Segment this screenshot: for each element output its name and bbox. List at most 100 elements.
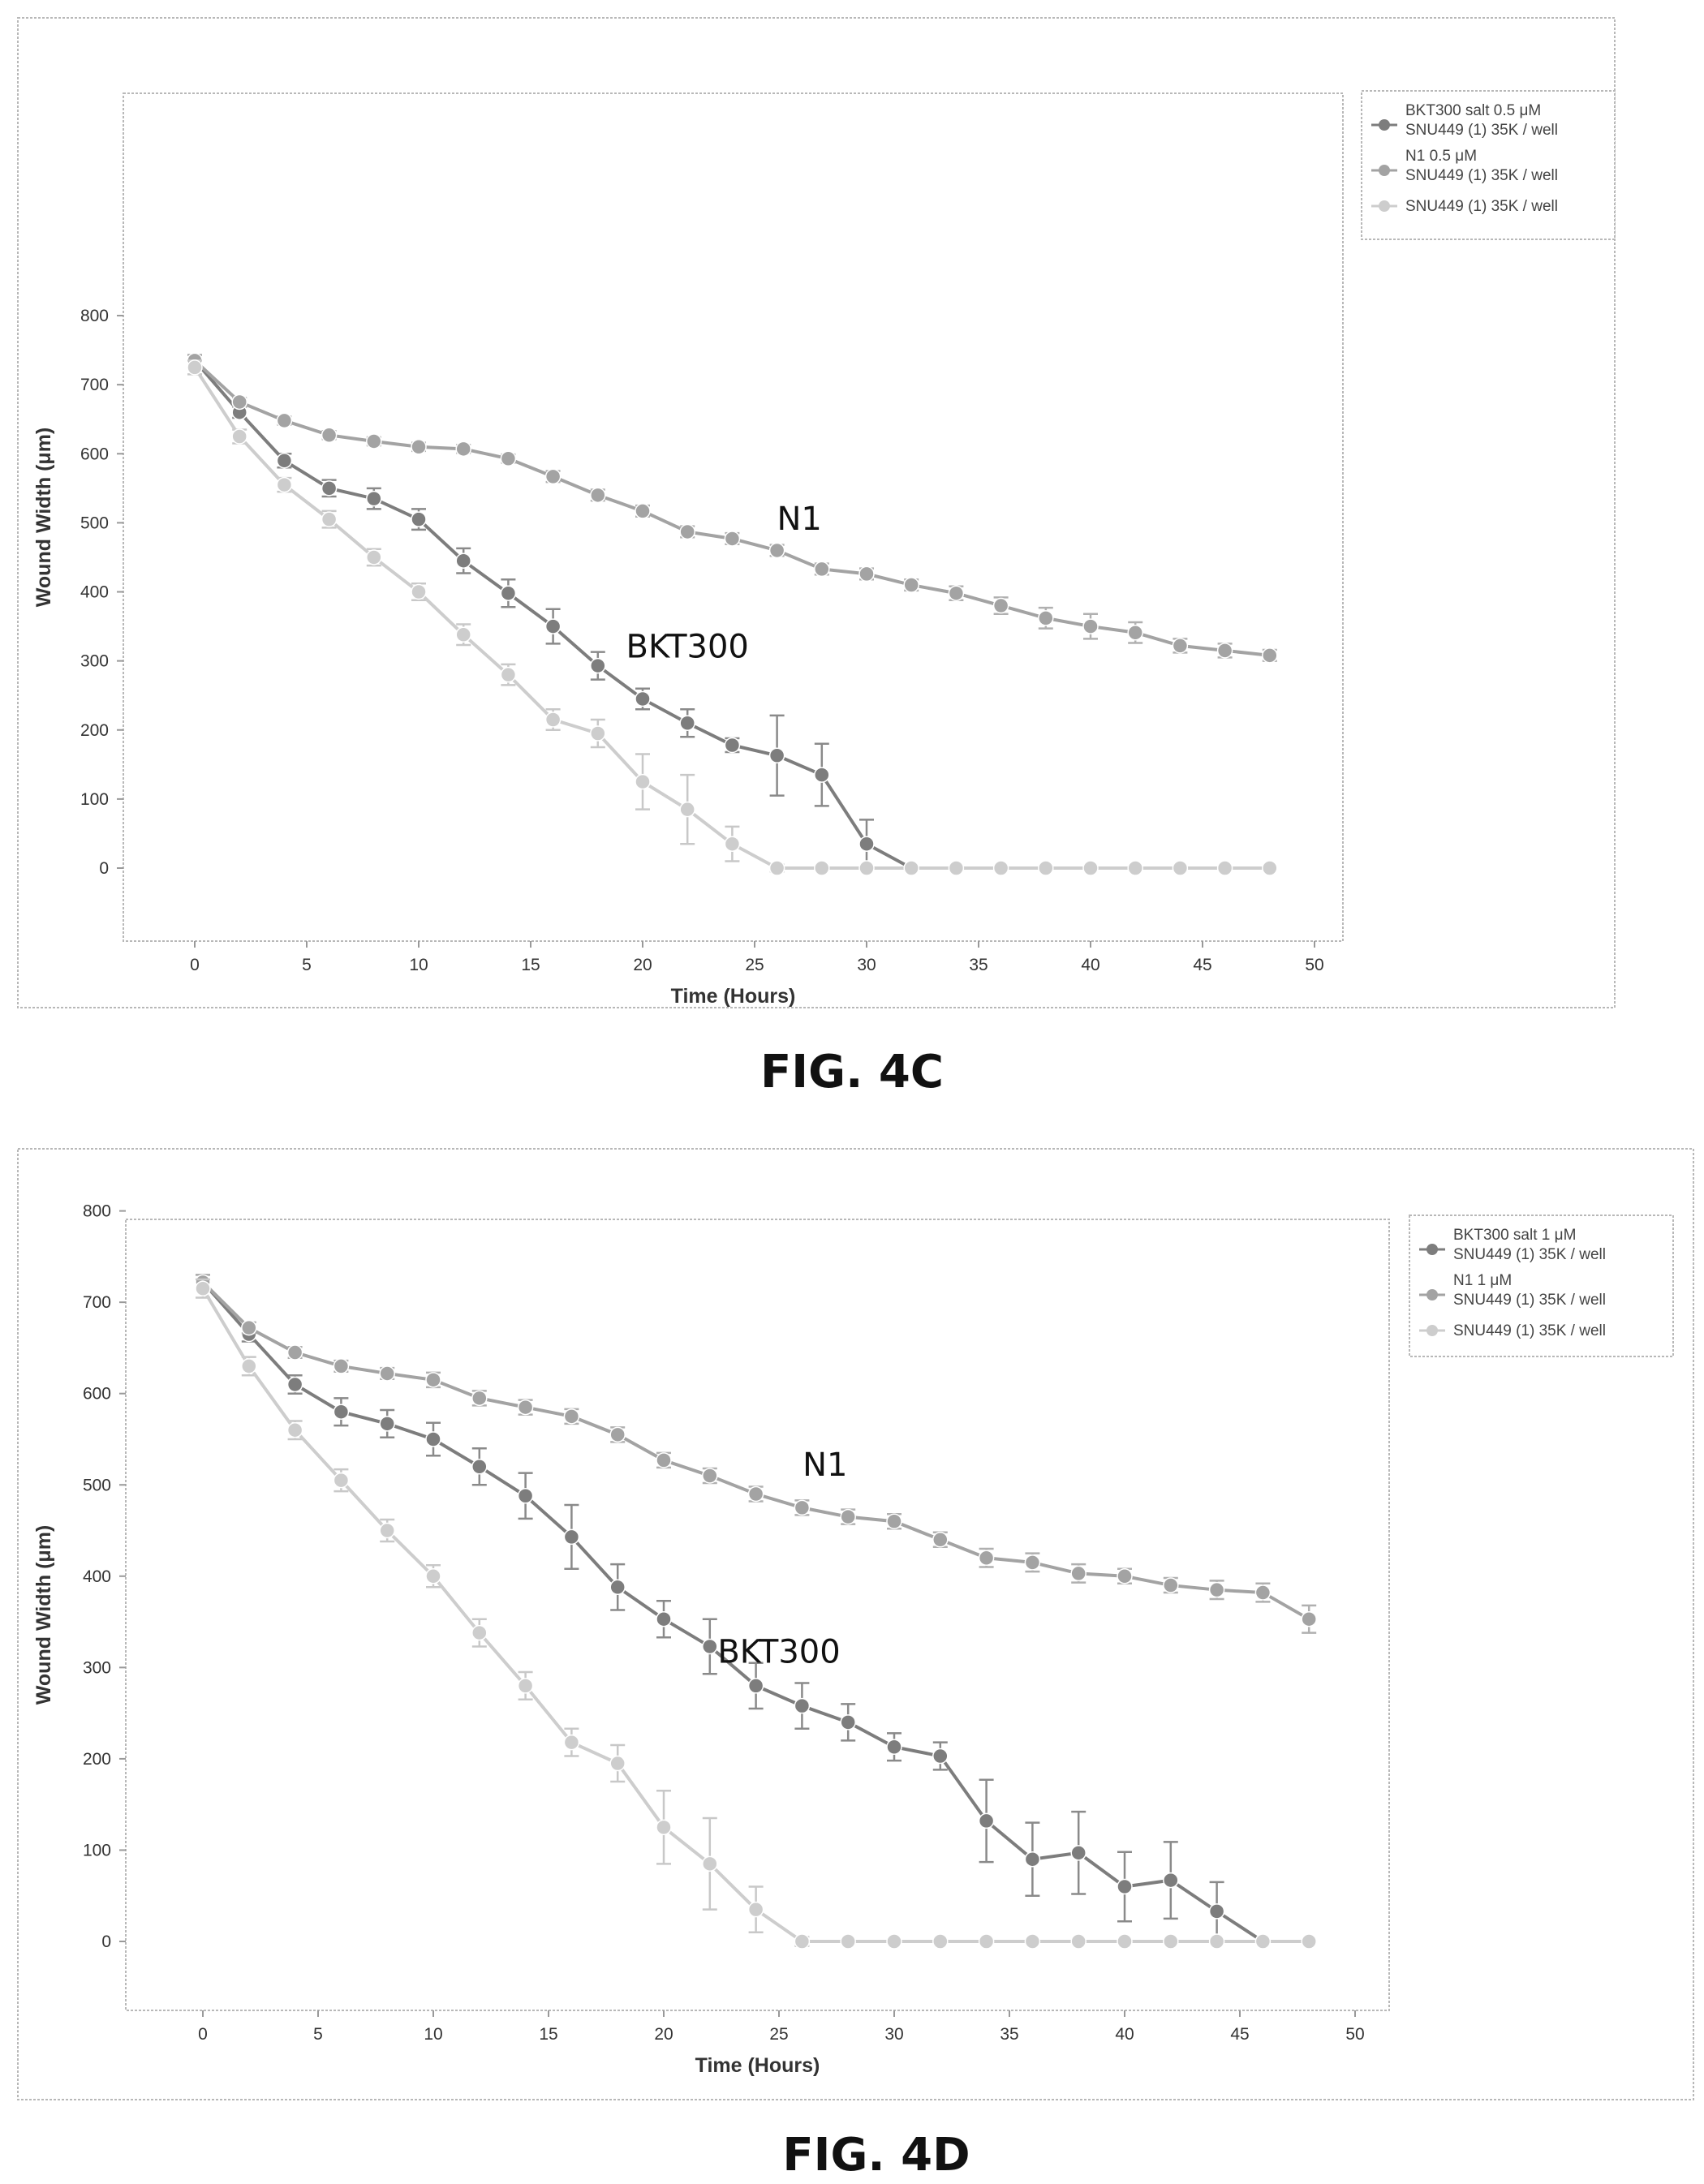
y-axis-title: Wound Width (μm) [32, 1525, 55, 1705]
figure-label-4d: FIG. 4D [782, 2129, 970, 2182]
data-point [702, 1855, 718, 1872]
data-point [702, 1468, 718, 1484]
series-line [193, 359, 1270, 870]
data-point [1172, 860, 1189, 876]
data-point [500, 585, 517, 601]
data-point [276, 476, 293, 493]
x-tick-label: 30 [884, 2025, 903, 2044]
x-tick-label: 50 [1345, 2025, 1364, 2044]
data-point [425, 1372, 441, 1388]
data-point [858, 565, 875, 583]
y-tick-label: 700 [83, 1293, 111, 1312]
data-point [276, 412, 293, 429]
data-point [1216, 860, 1233, 876]
legend-entry-line1: N1 1 μM [1453, 1272, 1512, 1289]
data-point [948, 860, 965, 876]
data-point [187, 359, 203, 376]
data-point [366, 433, 382, 449]
data-point [840, 1933, 856, 1950]
data-point [1208, 1903, 1225, 1920]
data-point [366, 549, 382, 565]
data-point [231, 428, 247, 445]
data-point [379, 1416, 395, 1432]
data-point [1127, 860, 1143, 876]
data-point [609, 1579, 626, 1596]
series-line [201, 1288, 1310, 1943]
data-point [286, 1376, 303, 1393]
data-point [1301, 1933, 1317, 1950]
data-point [768, 860, 785, 876]
data-point [932, 1748, 949, 1765]
data-point [517, 1678, 534, 1694]
y-tick-label: 500 [80, 514, 109, 532]
data-point [563, 1528, 580, 1546]
x-tick-label: 25 [769, 2025, 788, 2044]
x-tick-label: 40 [1115, 2025, 1134, 2044]
data-point [471, 1390, 488, 1407]
data-point [286, 1344, 303, 1361]
y-tick-label: 200 [80, 721, 109, 740]
legend-entry-line1: SNU449 (1) 35K / well [1405, 198, 1558, 215]
data-point [1163, 1933, 1179, 1950]
data-point [1127, 624, 1143, 641]
data-point [814, 860, 830, 876]
data-point [1117, 1878, 1133, 1895]
data-point [1024, 1554, 1041, 1571]
x-tick-label: 15 [521, 956, 540, 974]
data-point [992, 597, 1009, 614]
x-tick-label: 45 [1230, 2025, 1249, 2044]
data-point [231, 393, 247, 411]
legend-box [1409, 1215, 1674, 1357]
data-point [544, 468, 562, 485]
data-point [903, 577, 919, 593]
x-tick-label: 35 [969, 956, 988, 974]
series-control [187, 359, 1278, 876]
figure-frame [17, 17, 1616, 1008]
data-point [195, 1280, 211, 1297]
data-point [656, 1610, 672, 1627]
series-line [201, 1281, 1310, 1943]
data-point [724, 531, 741, 547]
data-point [609, 1755, 626, 1772]
data-point [747, 1901, 764, 1918]
x-tick-label: 35 [1000, 2025, 1018, 2044]
y-tick-label: 0 [99, 859, 109, 878]
y-tick-label: 800 [83, 1202, 111, 1221]
legend-entry-line2: SNU449 (1) 35K / well [1453, 1246, 1606, 1263]
data-point [886, 1513, 902, 1530]
x-tick-label: 10 [424, 2025, 442, 2044]
data-point [1038, 610, 1054, 626]
data-point [411, 439, 427, 455]
data-point [886, 1739, 902, 1756]
data-point [241, 1319, 257, 1336]
data-point [814, 561, 830, 578]
x-tick-label: 0 [190, 956, 200, 974]
x-tick-label: 25 [745, 956, 764, 974]
x-tick-label: 10 [409, 956, 428, 974]
x-tick-label: 5 [302, 956, 312, 974]
x-axis-title: Time (Hours) [695, 2054, 820, 2077]
data-point [286, 1421, 303, 1438]
data-point [455, 626, 471, 643]
x-tick-label: 15 [539, 2025, 557, 2044]
data-point [1082, 618, 1099, 634]
data-point [500, 666, 517, 683]
data-point [1070, 1933, 1087, 1950]
data-point [276, 453, 293, 469]
y-tick-label: 0 [101, 1932, 111, 1951]
x-tick-label: 40 [1081, 956, 1099, 974]
data-point [932, 1933, 949, 1950]
data-point [679, 801, 695, 818]
data-point [333, 1472, 350, 1489]
data-point [241, 1358, 257, 1374]
figure-frame [17, 1148, 1694, 2100]
data-point [1301, 1610, 1317, 1627]
legend-marker [1426, 1325, 1438, 1336]
data-point [886, 1933, 902, 1950]
data-point [609, 1426, 626, 1443]
data-point [702, 1638, 718, 1655]
legend-marker [1426, 1289, 1438, 1301]
data-point [858, 860, 875, 876]
annotation-label: BKT300 [717, 1634, 840, 1671]
data-point [992, 860, 1009, 876]
